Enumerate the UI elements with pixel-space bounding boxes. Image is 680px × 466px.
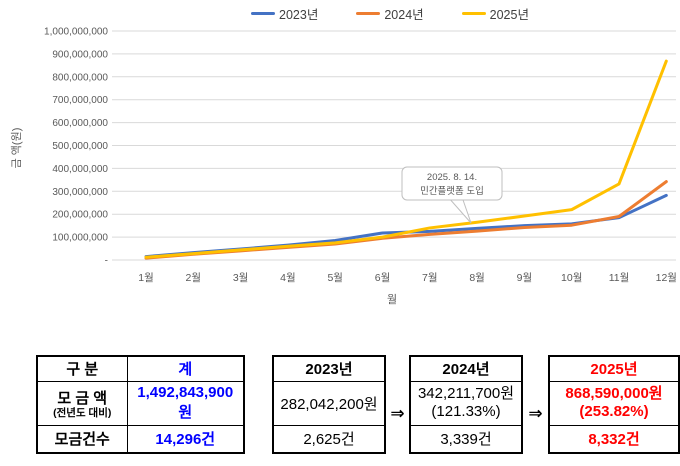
cell-2025-amount: 868,590,000원 (253.82%) bbox=[548, 380, 680, 426]
summary-table: 구 분 계 모 금 액 (전년도 대비) 1,492,843,900원 모금건수… bbox=[36, 355, 680, 454]
cell-total-count: 14,296건 bbox=[126, 424, 245, 454]
legend-item-2025: 2025년 bbox=[461, 4, 529, 23]
y-tick-label: 700,000,000 bbox=[52, 95, 108, 106]
chart-legend: 2023년 2024년 2025년 bbox=[110, 4, 670, 23]
x-tick-label: 4월 bbox=[280, 272, 296, 284]
cell-2025-count: 8,332건 bbox=[548, 424, 680, 454]
arrow-2023-to-2024-icon: ⇒ bbox=[390, 404, 405, 423]
header-category: 구 분 bbox=[36, 355, 128, 382]
x-tick-label: 8월 bbox=[469, 272, 485, 284]
y-tick-label: - bbox=[105, 256, 108, 267]
series-lines-group bbox=[144, 59, 668, 260]
legend-item-2024: 2024년 bbox=[356, 4, 424, 23]
summary-subtable-2023: 2023년 282,042,200원 2,625건 bbox=[272, 355, 386, 454]
x-tick-label: 5월 bbox=[327, 272, 343, 284]
x-tick-label: 11월 bbox=[609, 272, 630, 284]
legend-swatch-2025-icon bbox=[461, 12, 486, 15]
x-tick-label: 9월 bbox=[517, 272, 533, 284]
y-tick-label: 400,000,000 bbox=[52, 164, 108, 175]
header-total: 계 bbox=[126, 355, 245, 382]
header-2025: 2025년 bbox=[548, 355, 680, 382]
callout-tail bbox=[446, 196, 472, 224]
table-gap-1 bbox=[245, 355, 272, 454]
summary-subtable-2025: 2025년 868,590,000원 (253.82%) 8,332건 bbox=[548, 355, 680, 454]
arrow-2024-to-2025-icon: ⇒ bbox=[528, 404, 543, 423]
y-tick-label: 800,000,000 bbox=[52, 72, 108, 83]
summary-subtable-2024: 2024년 342,211,700원 (121.33%) 3,339건 bbox=[409, 355, 523, 454]
cell-2024-amount-percent: (121.33%) bbox=[431, 403, 501, 420]
x-tick-label: 10월 bbox=[561, 272, 582, 284]
x-axis-title: 월 bbox=[387, 293, 397, 306]
legend-label-2024: 2024년 bbox=[384, 8, 424, 22]
summary-subtable-total: 구 분 계 모 금 액 (전년도 대비) 1,492,843,900원 모금건수… bbox=[36, 355, 245, 454]
callout-line2: 민간플랫폼 도입 bbox=[420, 185, 484, 197]
series-line-2023년 bbox=[144, 193, 668, 259]
legend-swatch-2024-icon bbox=[356, 12, 381, 15]
table-gap-2: ⇒ bbox=[386, 355, 409, 454]
axis-ticks-group: - 100,000,000 200,000,000 300,000,000 400,00… bbox=[44, 27, 677, 285]
callout-line1: 2025. 8. 14. bbox=[427, 172, 477, 183]
donation-line-chart: 금 액(원) 월 - 100,000,000 200,000,000 300,000,… bbox=[10, 27, 677, 307]
cell-2023-count: 2,625건 bbox=[272, 424, 386, 454]
cell-2024-amount-value: 342,211,700원 bbox=[417, 385, 515, 402]
y-axis-title: 금 액(원) bbox=[10, 128, 23, 169]
cell-2025-amount-value: 868,590,000원 bbox=[565, 385, 663, 402]
row-label-amount-note: (전년도 대비) bbox=[53, 407, 112, 419]
callout-annotation: 2025. 8. 14. 민간플랫폼 도입 bbox=[401, 166, 503, 224]
x-tick-label: 6월 bbox=[375, 272, 391, 284]
row-label-amount: 모 금 액 (전년도 대비) bbox=[36, 380, 128, 426]
header-2023: 2023년 bbox=[272, 355, 386, 382]
y-tick-label: 200,000,000 bbox=[52, 210, 108, 221]
y-tick-label: 600,000,000 bbox=[52, 118, 108, 129]
cell-2023-amount: 282,042,200원 bbox=[272, 380, 386, 426]
legend-label-2023: 2023년 bbox=[279, 8, 319, 22]
y-tick-label: 500,000,000 bbox=[52, 141, 108, 152]
cell-2025-amount-percent: (253.82%) bbox=[579, 403, 649, 420]
y-tick-label: 100,000,000 bbox=[52, 233, 108, 244]
y-tick-label: 300,000,000 bbox=[52, 187, 108, 198]
cell-2024-amount: 342,211,700원 (121.33%) bbox=[409, 380, 523, 426]
x-tick-label: 7월 bbox=[422, 272, 438, 284]
x-tick-label: 12월 bbox=[656, 272, 677, 284]
x-tick-label: 3월 bbox=[233, 272, 249, 284]
cell-2024-count: 3,339건 bbox=[409, 424, 523, 454]
legend-label-2025: 2025년 bbox=[489, 8, 529, 22]
legend-item-2023: 2023년 bbox=[251, 4, 318, 23]
legend-swatch-2023-icon bbox=[251, 12, 276, 15]
series-line-2025년 bbox=[144, 59, 668, 259]
table-gap-3: ⇒ bbox=[523, 355, 548, 454]
y-tick-label: 1,000,000,000 bbox=[44, 27, 108, 38]
gridlines-group bbox=[112, 30, 676, 261]
callout-box bbox=[401, 166, 503, 201]
header-2024: 2024년 bbox=[409, 355, 523, 382]
cell-total-amount: 1,492,843,900원 bbox=[126, 380, 245, 426]
x-tick-label: 1월 bbox=[138, 272, 154, 284]
row-label-amount-main: 모 금 액 bbox=[57, 390, 108, 407]
row-label-count: 모금건수 bbox=[36, 424, 128, 454]
x-tick-label: 2월 bbox=[186, 272, 202, 284]
y-tick-label: 900,000,000 bbox=[52, 49, 108, 60]
